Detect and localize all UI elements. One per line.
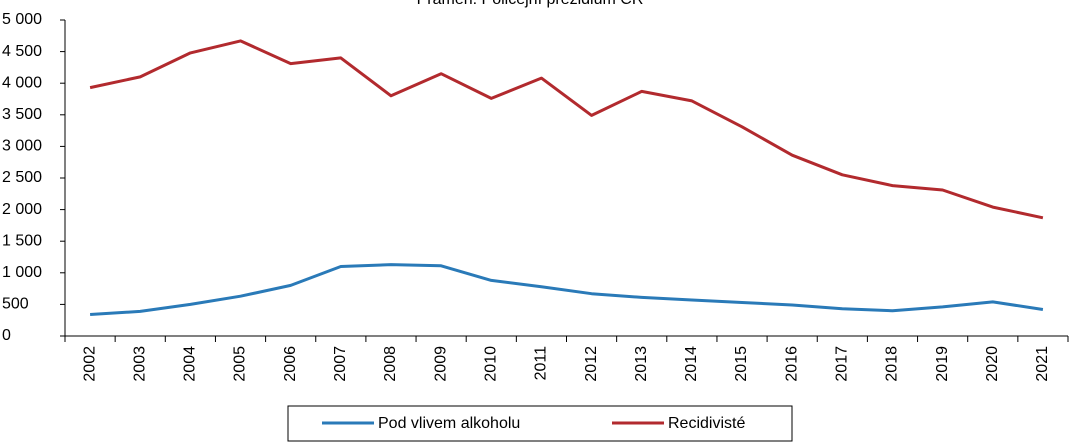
x-tick-label: 2011 — [533, 346, 550, 381]
x-tick-label: 2019 — [934, 346, 951, 382]
x-tick-label: 2012 — [583, 346, 600, 382]
x-tick-label: 2004 — [182, 346, 199, 382]
x-tick-label: 2003 — [131, 346, 148, 382]
x-tick-label: 2015 — [733, 346, 750, 382]
y-tick-label: 4 000 — [2, 74, 42, 91]
legend-label: Recidivisté — [668, 415, 745, 432]
x-tick-label: 2009 — [432, 346, 449, 382]
y-tick-label: 1 500 — [2, 232, 42, 249]
x-tick-label: 2010 — [482, 346, 499, 382]
y-tick-label: 3 000 — [2, 138, 42, 155]
x-tick-label: 2008 — [382, 346, 399, 382]
y-tick-label: 2 000 — [2, 201, 42, 218]
y-tick-label: 4 500 — [2, 43, 42, 60]
x-tick-label: 2020 — [984, 346, 1001, 382]
y-tick-label: 5 000 — [2, 11, 42, 28]
y-tick-label: 1 000 — [2, 264, 42, 281]
x-tick-label: 2006 — [282, 346, 299, 382]
line-series — [90, 263, 1044, 316]
chart-title: Pramen: Policejní prezidium ČR — [417, 0, 644, 8]
x-tick-label: 2016 — [783, 346, 800, 382]
line-series — [89, 39, 1044, 220]
y-tick-label: 0 — [2, 327, 11, 344]
x-tick-label: 2018 — [884, 346, 901, 382]
legend-label: Pod vlivem alkoholu — [378, 415, 520, 432]
x-tick-label: 2014 — [683, 346, 700, 382]
y-tick-label: 500 — [2, 296, 29, 313]
y-tick-label: 3 500 — [2, 106, 42, 123]
x-tick-label: 2021 — [1034, 346, 1051, 382]
x-tick-label: 2013 — [633, 346, 650, 382]
x-tick-label: 2017 — [834, 346, 851, 382]
x-tick-label: 2005 — [232, 346, 249, 382]
y-tick-label: 2 500 — [2, 169, 42, 186]
x-tick-label: 2002 — [81, 346, 98, 382]
x-tick-label: 2007 — [332, 346, 349, 382]
